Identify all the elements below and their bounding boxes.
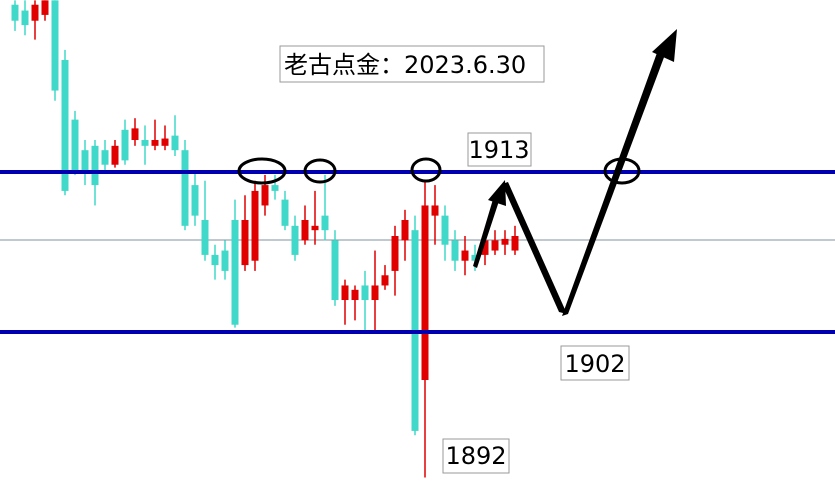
candle-body <box>71 119 79 171</box>
candle-body <box>511 236 519 251</box>
candle-body <box>131 128 139 140</box>
candle-body <box>151 140 159 146</box>
candle-body <box>241 220 249 266</box>
candle-body <box>421 205 429 380</box>
arrow-head <box>488 180 506 206</box>
candle-body <box>321 215 329 231</box>
arrow-head <box>652 29 677 62</box>
candle-body <box>261 185 269 206</box>
candle-body <box>471 254 479 261</box>
chart-title: 老古点金：2023.6.30 <box>284 51 526 79</box>
level-label: 1913 <box>468 136 529 164</box>
title-box <box>279 45 545 83</box>
low-label: 1892 <box>445 442 506 470</box>
circle <box>303 158 337 184</box>
label-box <box>560 345 630 381</box>
candle-body <box>41 0 49 15</box>
candle-body <box>141 140 149 146</box>
candle-body <box>381 275 389 286</box>
candle-body <box>251 190 259 261</box>
candle-body <box>121 129 129 161</box>
candle-body <box>61 60 69 191</box>
level-label: 1902 <box>564 350 625 378</box>
candle-body <box>401 220 409 241</box>
candle-body <box>351 289 359 300</box>
circles <box>237 157 641 185</box>
candle-body <box>21 10 29 26</box>
circle <box>410 157 442 183</box>
candle-body <box>361 285 369 300</box>
candle-body <box>331 240 339 300</box>
candle-body <box>271 185 279 191</box>
candle-body <box>201 220 209 255</box>
candle-body <box>101 150 109 165</box>
candle-body <box>51 0 59 91</box>
candle-body <box>371 285 379 300</box>
candle-body <box>31 4 39 21</box>
candle-body <box>231 220 239 325</box>
candle-body <box>301 220 309 241</box>
candle-body <box>441 215 449 245</box>
arrow <box>502 182 567 314</box>
candle-body <box>431 205 439 216</box>
projection-arrows <box>473 29 677 316</box>
candle-body <box>181 150 189 226</box>
candle-body <box>391 236 399 271</box>
candle-body <box>111 145 119 165</box>
candle-body <box>211 254 219 266</box>
candle-body <box>311 225 319 231</box>
candle-body <box>171 135 179 151</box>
arrow <box>562 50 666 316</box>
candle-body <box>451 240 459 261</box>
label-box <box>467 132 532 167</box>
candle-body <box>481 240 489 255</box>
candle-body <box>161 138 169 146</box>
arrow <box>473 196 500 268</box>
candle-body <box>191 185 199 216</box>
candle-body <box>291 225 299 255</box>
candle-body <box>501 238 509 245</box>
candle-body <box>221 250 229 271</box>
candle-body <box>11 4 19 21</box>
candle-body <box>341 285 349 300</box>
levels <box>0 170 835 334</box>
label-box <box>442 438 510 474</box>
candle-body <box>81 150 89 171</box>
candle-body <box>281 199 289 226</box>
candle-body <box>491 240 499 251</box>
candle-body <box>461 250 469 261</box>
candle-body <box>91 145 99 186</box>
circle <box>237 157 287 185</box>
